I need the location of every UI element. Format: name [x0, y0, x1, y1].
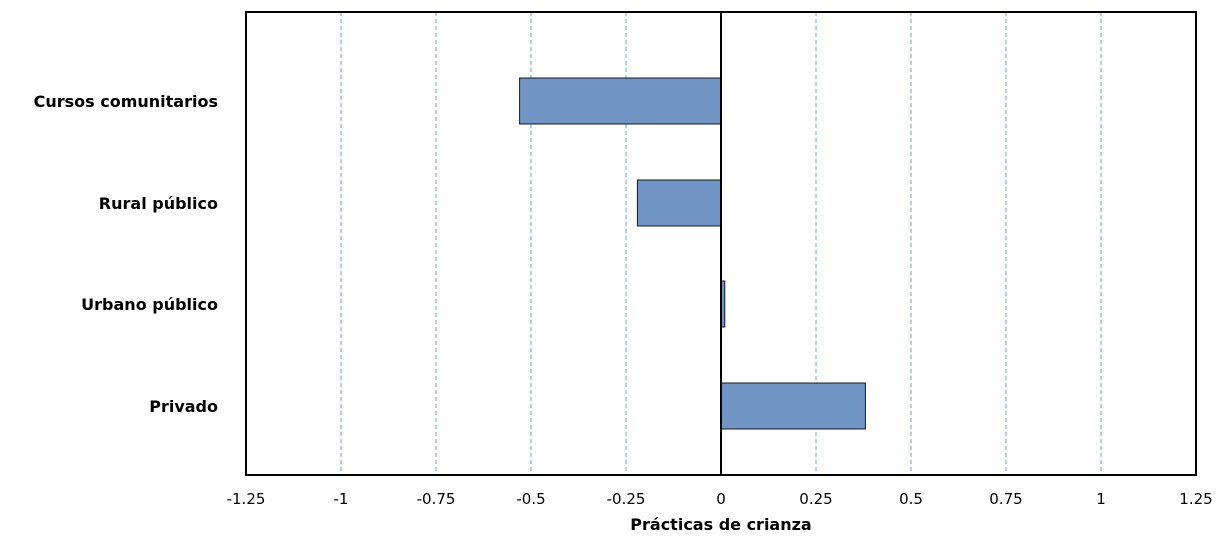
- x-tick-label-4: -0.25: [607, 490, 646, 508]
- x-tick-label-5: 0: [716, 490, 726, 508]
- bar-1: [636, 179, 722, 227]
- category-label-1: Rural público: [99, 194, 218, 213]
- category-label-2: Urbano público: [81, 295, 218, 314]
- bars: [519, 77, 866, 430]
- x-tick-label-9: 1: [1096, 490, 1106, 508]
- bar-3: [720, 382, 866, 430]
- x-tick-label-10: 1.25: [1179, 490, 1212, 508]
- plot-frame: [245, 11, 1197, 476]
- x-tick-label-6: 0.25: [799, 490, 832, 508]
- bar-0: [519, 77, 722, 125]
- x-tick-label-2: -0.75: [417, 490, 456, 508]
- x-tick-label-0: -1.25: [227, 490, 266, 508]
- category-label-0: Cursos comunitarios: [34, 92, 218, 111]
- x-tick-label-3: -0.5: [516, 490, 545, 508]
- x-tick-labels: -1.25 -1 -0.75 -0.5 -0.25 0 0.25 0.5 0.75 1 1.25: [227, 490, 1213, 508]
- category-label-3: Privado: [149, 397, 218, 416]
- x-tick-label-7: 0.5: [899, 490, 923, 508]
- x-axis-title: Prácticas de crianza: [630, 515, 811, 534]
- x-tick-label-1: -1: [334, 490, 349, 508]
- x-tick-label-8: 0.75: [989, 490, 1022, 508]
- category-labels: Cursos comunitarios Rural público Urbano p…: [34, 92, 218, 416]
